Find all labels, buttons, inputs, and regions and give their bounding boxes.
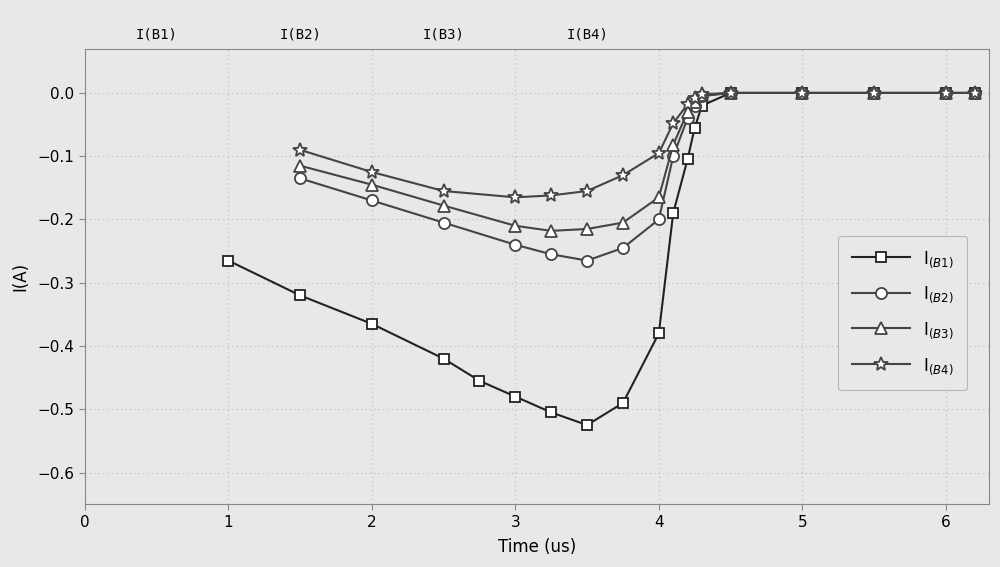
I$_{(B1)}$ [545,409,557,416]
I$_{(B1)}$ [689,124,701,131]
I$_{(B3)}$ [294,162,306,169]
I$_{(B1)}$ [222,257,234,264]
I$_{(B1)}$ [617,400,629,407]
I$_{(B4)}$ [438,188,450,194]
Text: I(B4): I(B4) [566,28,608,42]
I$_{(B2)}$ [725,90,737,96]
I$_{(B2)}$ [868,90,880,96]
I$_{(B1)}$ [725,90,737,96]
I$_{(B3)}$ [545,227,557,234]
I$_{(B1)}$ [581,422,593,429]
I$_{(B4)}$ [696,91,708,98]
Line: I$_{(B3)}$: I$_{(B3)}$ [295,87,980,236]
Y-axis label: I(A): I(A) [11,262,29,291]
I$_{(B4)}$ [868,90,880,96]
I$_{(B3)}$ [696,92,708,99]
I$_{(B1)}$ [682,156,694,163]
I$_{(B1)}$ [509,393,521,400]
I$_{(B2)}$ [796,90,808,96]
I$_{(B2)}$ [545,251,557,257]
I$_{(B3)}$ [667,141,679,148]
I$_{(B3)}$ [796,90,808,96]
Text: I(B1): I(B1) [136,28,178,42]
I$_{(B3)}$ [868,90,880,96]
I$_{(B2)}$ [366,197,378,204]
Text: I(B2): I(B2) [279,28,321,42]
I$_{(B4)}$ [969,90,981,96]
I$_{(B3)}$ [653,194,665,201]
I$_{(B4)}$ [366,168,378,175]
Line: I$_{(B1)}$: I$_{(B1)}$ [223,88,979,430]
I$_{(B2)}$ [940,90,952,96]
I$_{(B1)}$ [796,90,808,96]
I$_{(B4)}$ [617,172,629,179]
I$_{(B2)}$ [696,93,708,100]
I$_{(B2)}$ [438,219,450,226]
I$_{(B4)}$ [689,95,701,101]
I$_{(B4)}$ [682,101,694,108]
I$_{(B4)}$ [581,188,593,194]
I$_{(B1)}$ [868,90,880,96]
Line: I$_{(B2)}$: I$_{(B2)}$ [295,87,980,266]
I$_{(B4)}$ [940,90,952,96]
I$_{(B4)}$ [653,150,665,156]
I$_{(B4)}$ [294,146,306,153]
Text: I(B3): I(B3) [423,28,465,42]
I$_{(B1)}$ [473,378,485,384]
I$_{(B4)}$ [545,192,557,199]
I$_{(B1)}$ [294,292,306,299]
I$_{(B1)}$ [696,102,708,109]
I$_{(B1)}$ [940,90,952,96]
I$_{(B3)}$ [940,90,952,96]
I$_{(B3)}$ [509,222,521,229]
I$_{(B3)}$ [438,202,450,209]
I$_{(B2)}$ [667,153,679,160]
I$_{(B3)}$ [581,226,593,232]
I$_{(B3)}$ [969,90,981,96]
I$_{(B2)}$ [682,115,694,122]
I$_{(B4)}$ [509,194,521,201]
I$_{(B4)}$ [725,90,737,96]
I$_{(B4)}$ [667,120,679,126]
I$_{(B3)}$ [725,90,737,96]
I$_{(B3)}$ [689,99,701,106]
I$_{(B2)}$ [653,216,665,223]
I$_{(B4)}$ [796,90,808,96]
I$_{(B1)}$ [667,210,679,217]
I$_{(B2)}$ [617,244,629,251]
I$_{(B2)}$ [689,102,701,109]
I$_{(B1)}$ [653,330,665,337]
I$_{(B2)}$ [581,257,593,264]
I$_{(B1)}$ [366,320,378,327]
Legend: I$_{(B1)}$, I$_{(B2)}$, I$_{(B3)}$, I$_{(B4)}$: I$_{(B1)}$, I$_{(B2)}$, I$_{(B3)}$, I$_{… [838,236,967,390]
I$_{(B1)}$ [969,90,981,96]
I$_{(B1)}$ [438,356,450,362]
I$_{(B2)}$ [509,242,521,248]
I$_{(B3)}$ [682,108,694,115]
I$_{(B3)}$ [366,181,378,188]
X-axis label: Time (us): Time (us) [498,538,576,556]
I$_{(B2)}$ [969,90,981,96]
Line: I$_{(B4)}$: I$_{(B4)}$ [293,86,981,204]
I$_{(B3)}$ [617,219,629,226]
I$_{(B2)}$ [294,175,306,182]
